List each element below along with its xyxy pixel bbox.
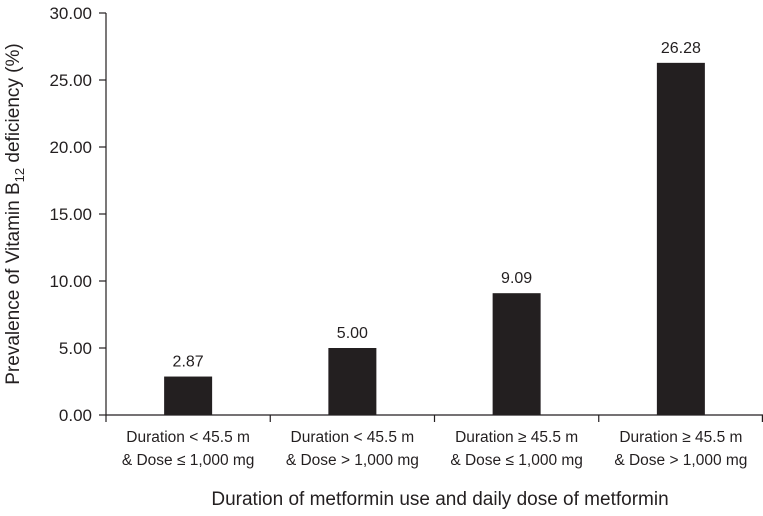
y-axis-title: Prevalence of Vitamin B12 deficiency (%) xyxy=(3,43,27,385)
category-label-line: & Dose > 1,000 mg xyxy=(614,452,747,469)
y-axis-title-prefix: Prevalence of Vitamin B xyxy=(3,182,24,384)
category-label-line: Duration < 45.5 m xyxy=(126,429,250,446)
data-label: 2.87 xyxy=(173,354,204,371)
y-tick-label: 30.00 xyxy=(49,4,92,23)
y-axis-title-subscript: 12 xyxy=(12,168,27,182)
data-labels: 2.87 5.00 9.09 26.28 xyxy=(173,40,701,371)
y-tick-label: 0.00 xyxy=(59,406,92,425)
y-tick-label: 15.00 xyxy=(49,205,92,224)
data-label: 26.28 xyxy=(661,40,701,57)
y-ticks: 0.00 5.00 10.00 15.00 20.00 25.00 30.00 xyxy=(49,4,106,425)
data-label: 5.00 xyxy=(337,325,368,342)
category-label-line: & Dose > 1,000 mg xyxy=(286,452,419,469)
category-label-line: Duration ≥ 45.5 m xyxy=(455,429,578,446)
bar xyxy=(656,62,705,416)
y-tick-label: 5.00 xyxy=(59,339,92,358)
data-label: 9.09 xyxy=(501,270,532,287)
category-label-line: Duration < 45.5 m xyxy=(291,429,415,446)
y-tick-label: 20.00 xyxy=(49,138,92,157)
bars xyxy=(164,62,705,416)
category-label-line: & Dose ≤ 1,000 mg xyxy=(450,452,583,469)
bar xyxy=(164,376,213,415)
y-tick-label: 25.00 xyxy=(49,71,92,90)
y-axis-title-suffix: deficiency (%) xyxy=(3,43,24,168)
x-ticks xyxy=(105,415,763,422)
category-label-line: & Dose ≤ 1,000 mg xyxy=(122,452,255,469)
y-tick-label: 10.00 xyxy=(49,272,92,291)
bar xyxy=(492,293,541,415)
x-axis-title: Duration of metformin use and daily dose… xyxy=(211,489,668,510)
category-labels: Duration < 45.5 m & Dose ≤ 1,000 mg Durati… xyxy=(122,429,748,469)
category-label-line: Duration ≥ 45.5 m xyxy=(619,429,742,446)
bar xyxy=(328,348,377,415)
